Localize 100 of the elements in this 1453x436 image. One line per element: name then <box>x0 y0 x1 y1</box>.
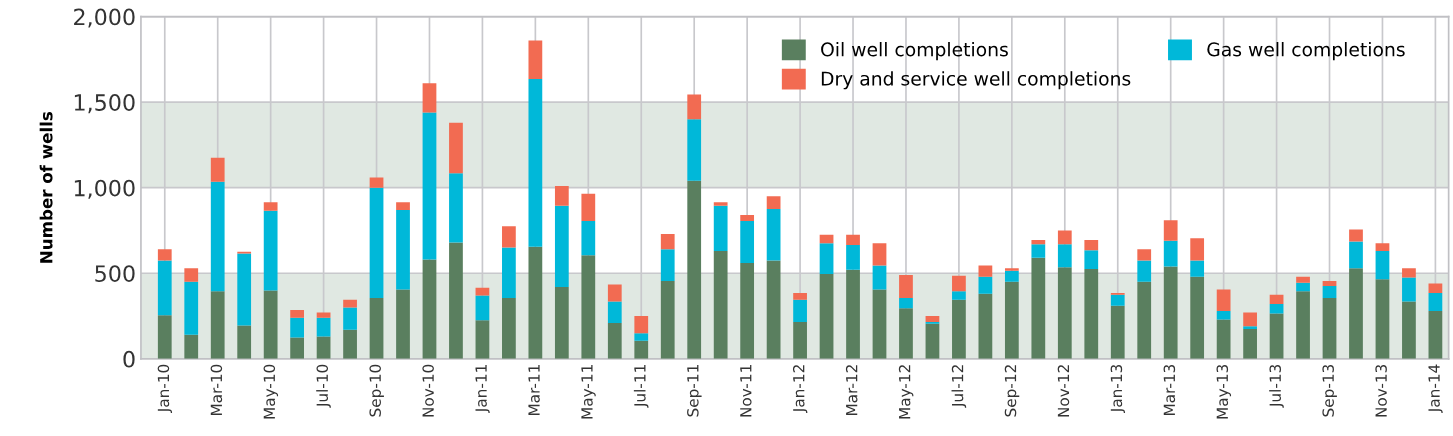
x-tick-label: Jan-11 <box>475 365 490 413</box>
bar <box>316 317 331 337</box>
bar <box>263 210 278 291</box>
bar <box>1163 266 1178 359</box>
bar <box>793 292 807 300</box>
bar <box>396 209 410 290</box>
x-tick-label: Nov-12 <box>1057 365 1070 417</box>
bar <box>952 299 966 359</box>
bar <box>343 307 357 330</box>
x-tick-label: Jan-13 <box>1110 364 1126 413</box>
bar <box>343 329 357 359</box>
bar <box>1322 280 1337 287</box>
bar <box>607 284 622 302</box>
bar <box>1349 229 1363 242</box>
bar <box>1375 251 1390 280</box>
bar <box>819 243 834 275</box>
bar <box>422 112 437 260</box>
bar <box>1084 268 1099 359</box>
bar <box>607 301 622 323</box>
bar <box>766 209 781 261</box>
x-tick-label: May-13 <box>1216 364 1232 419</box>
x-tick-label: Nov-11 <box>740 365 752 417</box>
bar <box>740 221 755 263</box>
bar <box>1402 277 1416 302</box>
bar <box>1163 240 1178 267</box>
bar <box>819 274 834 359</box>
y-tick-label: 1,000 <box>74 179 135 199</box>
bar <box>184 268 199 282</box>
bar <box>210 291 225 359</box>
bar <box>502 298 516 359</box>
bar <box>1243 328 1257 359</box>
bar <box>1163 220 1178 241</box>
bar <box>290 337 305 359</box>
bar <box>713 202 728 206</box>
x-tick-label: May-10 <box>263 364 279 419</box>
bar <box>396 202 410 210</box>
bar <box>1375 243 1390 252</box>
bar <box>263 202 278 211</box>
bar <box>1057 244 1072 268</box>
bar <box>793 322 807 359</box>
bar <box>1296 291 1310 359</box>
bar <box>1216 289 1231 311</box>
x-tick-label: May-11 <box>581 365 596 419</box>
bar <box>554 286 569 359</box>
bar <box>872 243 887 266</box>
bar <box>1004 268 1019 271</box>
bar <box>713 205 728 252</box>
bar <box>237 253 252 326</box>
bar <box>1216 319 1231 359</box>
bar <box>660 233 675 250</box>
bar <box>1428 310 1443 359</box>
bar <box>925 316 940 323</box>
bar <box>660 280 675 359</box>
bar <box>1428 292 1443 311</box>
y-tick-label: 0 <box>123 350 135 368</box>
bar <box>1296 282 1310 292</box>
bar <box>793 299 807 323</box>
bar <box>475 295 490 321</box>
bar <box>1084 250 1099 269</box>
y-tick-label: 500 <box>95 265 135 283</box>
legend-label: Oil well completions <box>821 41 1008 61</box>
bar <box>1057 230 1072 245</box>
bar <box>369 187 384 299</box>
bar <box>1322 286 1337 299</box>
bar <box>846 234 860 246</box>
legend-label: Dry and service well completions <box>821 71 1131 90</box>
bar <box>740 215 755 222</box>
bar <box>1137 281 1152 359</box>
bar <box>184 281 199 335</box>
bar <box>634 333 649 341</box>
bar <box>210 181 225 292</box>
x-tick-label: Jan-10 <box>157 364 173 413</box>
x-tick-label: May-12 <box>898 365 914 419</box>
bar <box>1375 279 1390 359</box>
bar <box>1190 276 1205 359</box>
x-tick-label: Mar-11 <box>528 365 540 415</box>
bar <box>978 265 993 277</box>
bar <box>449 122 463 174</box>
bar <box>184 334 199 359</box>
bar <box>899 308 913 359</box>
x-tick-label: Mar-13 <box>1163 364 1176 415</box>
x-tick-label: Nov-13 <box>1375 364 1387 417</box>
bar <box>634 316 649 334</box>
bar <box>1349 241 1363 269</box>
bar <box>581 193 596 222</box>
x-tick-label: Jan-14 <box>1428 364 1443 413</box>
bar <box>502 226 516 248</box>
bar <box>1190 238 1205 261</box>
bar <box>528 79 543 247</box>
y-tick-label: 1,500 <box>74 94 135 114</box>
x-tick-label: Mar-10 <box>210 364 223 415</box>
x-tick-label: Jul-10 <box>316 364 331 408</box>
bar <box>1402 301 1416 359</box>
bar <box>872 289 887 359</box>
bar <box>1190 260 1205 277</box>
bar <box>872 265 887 290</box>
bar <box>687 94 702 120</box>
bar <box>687 180 702 359</box>
x-tick-label: Jan-12 <box>792 365 808 413</box>
bar <box>713 251 728 359</box>
